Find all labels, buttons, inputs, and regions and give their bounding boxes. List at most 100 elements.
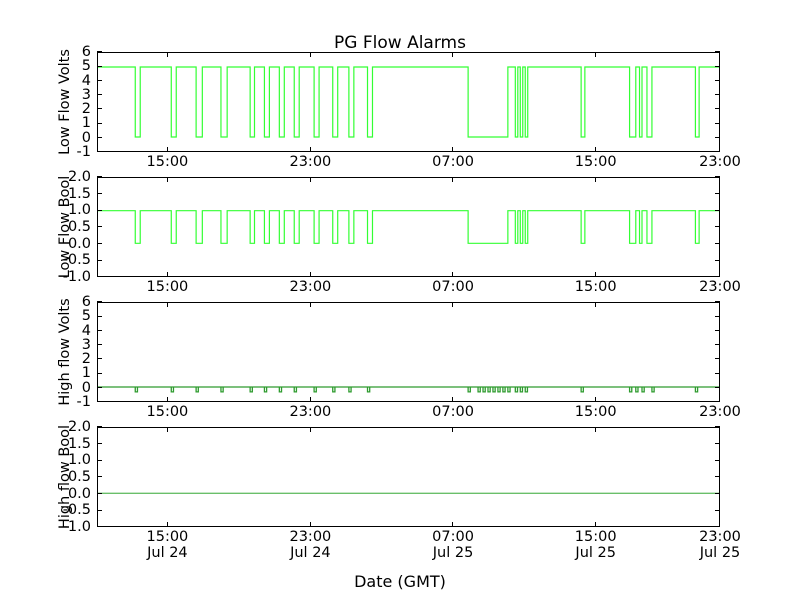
y-tick-labels: 6 5 4 3 2 1 0 -1	[37, 44, 97, 160]
y-tick-mark	[97, 151, 102, 153]
y-tick-mark	[97, 459, 102, 461]
y-tick-mark	[97, 51, 102, 53]
y-tick-mark	[715, 151, 720, 153]
data-line	[98, 387, 719, 392]
y-tick-mark	[715, 259, 720, 261]
plot-frame	[97, 302, 720, 402]
plot-frame	[97, 427, 720, 527]
y-tick-mark	[715, 209, 720, 211]
y-tick-mark	[97, 358, 102, 360]
y-tick-mark	[97, 79, 102, 81]
x-tick-label: 23:00 Jul 25	[699, 529, 741, 561]
x-tick-mark	[166, 52, 168, 57]
x-tick-mark	[309, 427, 311, 432]
y-tick-mark	[715, 137, 720, 139]
x-tick-labels: 15:00 23:00 07:00 15:00 23:00	[97, 277, 740, 317]
y-tick-mark	[97, 509, 102, 511]
x-tick-mark	[719, 147, 721, 152]
y-tick-mark	[715, 193, 720, 195]
y-tick-label: -1.0	[62, 269, 91, 285]
y-tick-label: 3	[81, 336, 91, 353]
plot-frame	[97, 52, 720, 152]
x-tick-mark	[309, 52, 311, 57]
x-tick-label: 15:00 Jul 24	[146, 529, 189, 561]
y-tick-label: 0.0	[67, 485, 91, 502]
y-tick-mark	[97, 137, 102, 139]
y-tick-mark	[97, 122, 102, 124]
y-tick-mark	[715, 176, 720, 178]
y-tick-label: 2	[81, 101, 91, 118]
x-tick-mark	[595, 427, 597, 432]
y-tick-mark	[715, 108, 720, 110]
y-tick-mark	[715, 476, 720, 478]
y-tick-label: 1.0	[67, 452, 91, 469]
y-tick-label: 1.5	[67, 435, 91, 452]
y-tick-label: -1	[76, 144, 91, 160]
y-tick-mark	[715, 509, 720, 511]
y-tick-label: 1	[81, 115, 91, 132]
x-tick-mark	[719, 177, 721, 182]
y-tick-labels: 6 5 4 3 2 1 0 -1	[37, 294, 97, 410]
y-tick-mark	[715, 426, 720, 428]
x-tick-label: 23:00	[289, 279, 332, 295]
x-tick-mark	[309, 177, 311, 182]
y-tick-mark	[715, 329, 720, 331]
y-tick-mark	[97, 276, 102, 278]
y-tick-label: 5	[81, 308, 91, 325]
x-tick-mark	[166, 302, 168, 307]
x-tick-mark	[719, 52, 721, 57]
y-tick-mark	[97, 176, 102, 178]
y-tick-mark	[97, 426, 102, 428]
x-tick-labels: 15:00 Jul 24 23:00 Jul 24 07:00 Jul 25 15:00 Ju…	[97, 527, 740, 567]
y-tick-label: 1.0	[67, 202, 91, 219]
x-tick-label: 23:00	[289, 404, 332, 420]
y-tick-mark	[715, 459, 720, 461]
x-tick-mark	[452, 272, 454, 277]
y-tick-mark	[97, 329, 102, 331]
x-tick-mark	[309, 397, 311, 402]
y-tick-mark	[97, 209, 102, 211]
y-tick-label: 5	[81, 58, 91, 75]
x-tick-label: 23:00 Jul 24	[289, 529, 332, 561]
x-tick-mark	[595, 397, 597, 402]
data-line	[98, 67, 719, 137]
y-tick-mark	[97, 226, 102, 228]
y-tick-label: 0.5	[67, 469, 91, 485]
x-tick-mark	[309, 302, 311, 307]
x-tick-mark	[595, 522, 597, 527]
plot-area-high-flow-bool	[98, 428, 719, 526]
x-tick-mark	[719, 397, 721, 402]
y-tick-mark	[715, 226, 720, 228]
y-tick-mark	[97, 476, 102, 478]
x-tick-mark	[595, 52, 597, 57]
y-tick-label: 0	[81, 129, 91, 146]
y-tick-mark	[715, 387, 720, 389]
x-tick-label: 07:00	[432, 404, 474, 420]
y-tick-label: -1	[76, 394, 91, 410]
y-tick-mark	[715, 243, 720, 245]
chart-title: PG Flow Alarms	[334, 33, 466, 53]
x-tick-mark	[166, 522, 168, 527]
x-tick-mark	[719, 272, 721, 277]
x-tick-label: 07:00	[432, 279, 474, 295]
x-tick-mark	[166, 147, 168, 152]
data-line	[98, 211, 719, 244]
y-tick-mark	[97, 372, 102, 374]
x-tick-date: Jul 25	[699, 544, 741, 561]
y-tick-label: 2.0	[67, 169, 91, 185]
y-tick-mark	[97, 344, 102, 346]
y-tick-mark	[715, 51, 720, 53]
x-tick-labels: 15:00 23:00 07:00 15:00 23:00	[97, 152, 740, 192]
x-tick-labels: 15:00 23:00 07:00 15:00 23:00	[97, 402, 740, 442]
x-tick-mark	[166, 427, 168, 432]
x-tick-label: 15:00	[146, 279, 189, 295]
y-tick-mark	[715, 94, 720, 96]
y-tick-mark	[97, 315, 102, 317]
x-tick-label: 15:00	[146, 404, 189, 420]
x-tick-mark	[452, 177, 454, 182]
y-tick-mark	[715, 79, 720, 81]
y-tick-mark	[97, 108, 102, 110]
y-tick-label: 2	[81, 351, 91, 368]
y-tick-mark	[715, 315, 720, 317]
